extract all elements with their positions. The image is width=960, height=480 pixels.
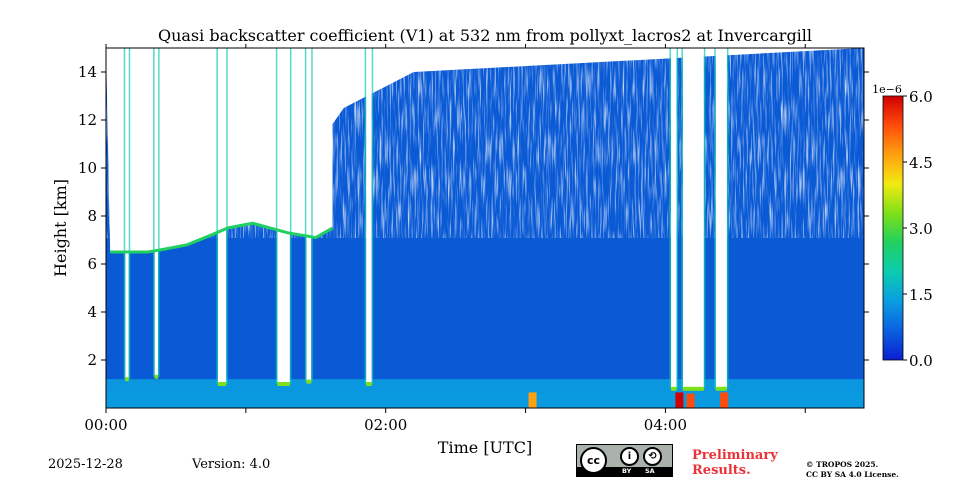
gap-base-rim — [671, 386, 677, 391]
gap-right-edge — [371, 48, 374, 384]
colorbar: 1e−6 0.0 1.5 3.0 4.5 6.0 — [872, 83, 933, 370]
y-axis-ticks: 2 4 6 8 10 12 14 — [78, 63, 869, 369]
results-line: Results. — [692, 463, 751, 478]
clear-gap-column — [366, 48, 372, 384]
colorbar-scale — [882, 95, 904, 361]
y-tick-label: 6 — [87, 255, 97, 273]
cc-icon: cc — [580, 447, 607, 474]
gap-left-edge — [153, 48, 155, 377]
attribution-icon: i — [620, 447, 639, 466]
gap-right-edge — [311, 48, 313, 382]
x-tick-label: 04:00 — [644, 416, 687, 434]
gap-right-edge — [726, 48, 729, 389]
gap-right-edge — [703, 48, 706, 389]
gap-right-edge — [226, 48, 228, 384]
copyright-line: © TROPOS 2025. — [806, 460, 879, 469]
date-stamp: 2025-12-28 — [48, 457, 123, 472]
chart-title: Quasi backscatter coefficient (V1) at 53… — [158, 26, 812, 45]
x-axis-ticks: 00:00 02:00 04:00 — [84, 44, 806, 434]
high-backscatter-spot — [720, 392, 729, 408]
gap-left-edge — [364, 48, 367, 384]
gap-base-rim — [277, 382, 290, 386]
gap-left-edge — [714, 48, 716, 389]
license-sa-label: SA — [645, 467, 655, 475]
gap-right-edge — [289, 48, 292, 384]
colorbar-tick-label: 1.5 — [909, 286, 933, 304]
y-tick-label: 2 — [87, 351, 97, 369]
gap-base-rim — [682, 386, 704, 391]
x-tick-label: 02:00 — [364, 416, 407, 434]
plot-frame — [105, 47, 865, 409]
heatmap-plot-area — [106, 48, 864, 408]
high-altitude-noise-speckle — [106, 48, 864, 238]
gap-base-rim — [154, 374, 159, 379]
y-tick-label: 14 — [78, 63, 97, 81]
y-axis-label: Height [km] — [51, 179, 70, 277]
colorbar-tick-label: 6.0 — [909, 88, 933, 106]
colorbar-tick-label: 3.0 — [909, 220, 933, 238]
preliminary-line: Preliminary — [692, 448, 778, 463]
license-line: CC BY SA 4.0 License. — [806, 470, 899, 479]
colorbar-ticks: 0.0 1.5 3.0 4.5 6.0 — [903, 88, 933, 370]
colorbar-exponent: 1e−6 — [872, 83, 902, 96]
gap-left-edge — [123, 48, 126, 380]
gap-left-edge — [275, 48, 278, 384]
high-backscatter-spot — [528, 392, 537, 408]
copyright-note: © TROPOS 2025. CC BY SA 4.0 License. — [806, 460, 899, 480]
colorbar-tick-label: 0.0 — [909, 352, 933, 370]
gap-base-rim — [125, 377, 129, 382]
cloud-base-edge — [110, 221, 334, 254]
high-value-spots — [528, 392, 729, 408]
gap-left-edge — [216, 48, 218, 384]
x-tick-label: 00:00 — [84, 416, 127, 434]
clear-gap-column — [671, 48, 677, 389]
gap-left-edge — [681, 48, 683, 389]
clear-gap-column — [217, 48, 227, 384]
surface-aerosol-band — [106, 393, 864, 408]
cc-license-logo[interactable]: cc i ⟲ BY SA — [576, 444, 673, 477]
clear-gap-column — [154, 48, 159, 377]
gap-base-rim — [366, 382, 372, 386]
gap-base-rim — [715, 386, 727, 391]
gap-right-edge — [158, 48, 160, 377]
share-alike-icon: ⟲ — [643, 447, 662, 466]
gap-right-edge — [676, 48, 679, 389]
clear-gap-column — [306, 48, 312, 382]
clear-gap-column — [277, 48, 290, 384]
preliminary-results-note: Preliminary Results. — [692, 448, 778, 478]
gap-base-rim — [306, 379, 312, 384]
clear-gap-column — [715, 48, 727, 389]
clear-gap-column — [125, 48, 129, 380]
gap-right-edge — [128, 48, 131, 380]
y-tick-label: 4 — [87, 303, 97, 321]
y-tick-label: 12 — [78, 111, 97, 129]
x-axis-label: Time [UTC] — [438, 438, 532, 457]
high-backscatter-spot — [686, 393, 695, 408]
gap-left-edge — [669, 48, 672, 389]
gap-left-edge — [304, 48, 307, 382]
license-by-label: BY — [622, 467, 632, 475]
cloud-gaps — [123, 48, 729, 391]
version-label: Version: 4.0 — [192, 457, 271, 472]
high-backscatter-spot — [675, 392, 684, 408]
colorbar-tick-label: 4.5 — [909, 154, 933, 172]
clear-gap-column — [682, 48, 704, 389]
y-tick-label: 10 — [78, 159, 97, 177]
near-surface-layer — [106, 379, 864, 408]
y-tick-label: 8 — [87, 207, 97, 225]
gap-base-rim — [217, 382, 227, 386]
license-strip — [577, 467, 672, 476]
